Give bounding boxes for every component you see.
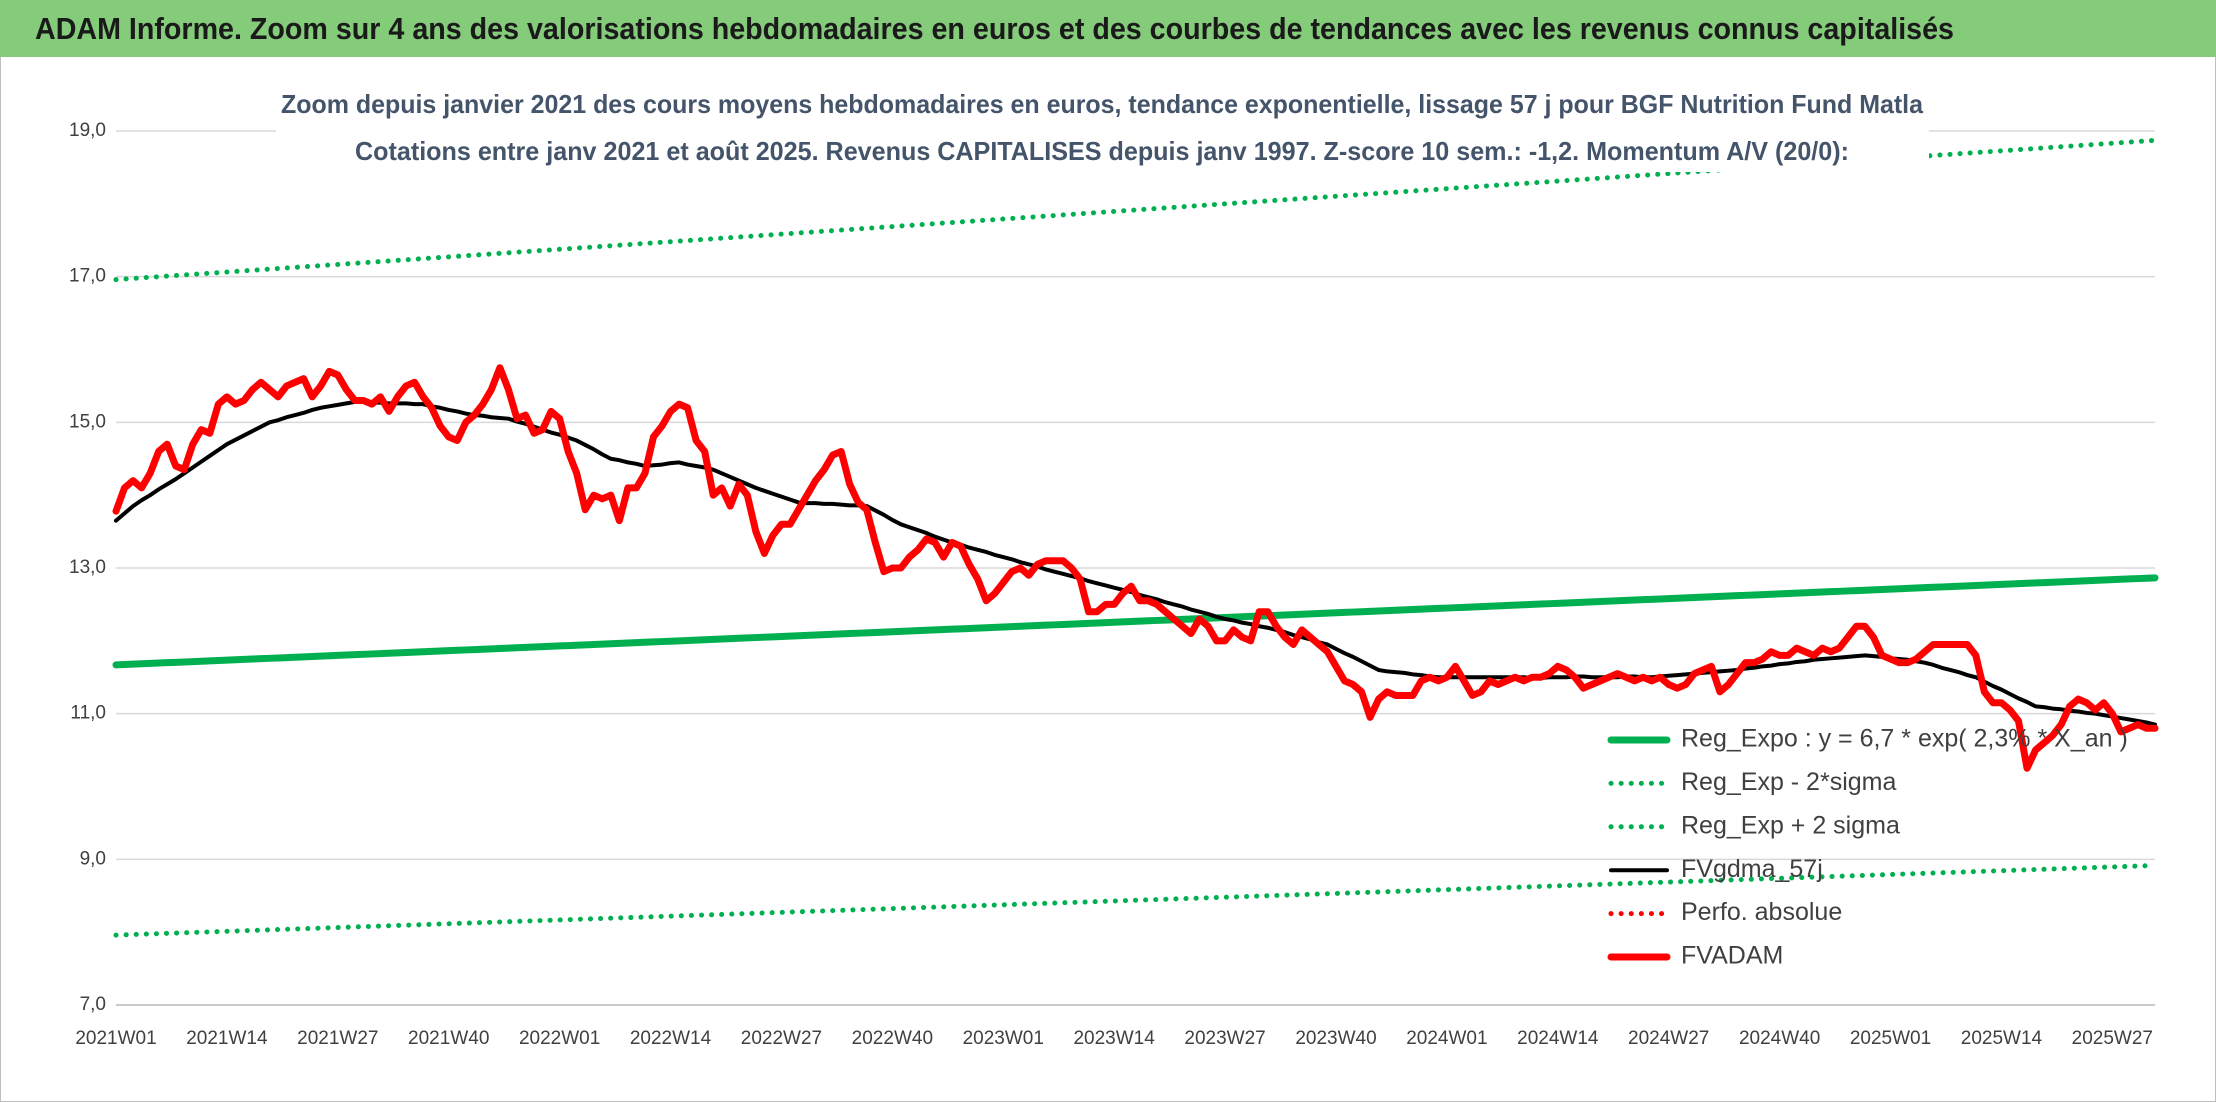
header-bar — [0, 0, 2216, 57]
x-tick-label: 2021W27 — [297, 1028, 378, 1049]
series-line — [112, 574, 2159, 669]
x-tick-label: 2024W40 — [1739, 1028, 1820, 1049]
x-tick-label: 2023W40 — [1295, 1028, 1376, 1049]
legend-label: Reg_Exp + 2 sigma — [1681, 811, 1900, 839]
y-tick-label: 13,0 — [69, 557, 106, 578]
x-tick-label: 2023W01 — [963, 1028, 1044, 1049]
legend-label: Perfo. absolue — [1681, 898, 1842, 926]
legend-label: FVADAM — [1681, 942, 1783, 970]
y-tick-label: 9,0 — [80, 848, 106, 869]
x-tick-label: 2024W14 — [1517, 1028, 1599, 1049]
y-tick-label: 15,0 — [69, 411, 106, 432]
series-line — [112, 364, 2159, 772]
x-tick-label: 2021W14 — [186, 1028, 268, 1049]
legend: Reg_Expo : y = 6,7 * exp( 2,3% * X_an ) R… — [1607, 725, 2128, 970]
x-tick-label: 2023W27 — [1184, 1028, 1265, 1049]
x-tick-label: 2025W14 — [1961, 1028, 2043, 1049]
plot-area: 7,0 9,0 11,0 13,0 15,0 17,0 19,0 2021W01 2021W14… — [69, 120, 2159, 1049]
legend-label: FVgdma_57j — [1681, 855, 1823, 883]
y-tick-label: 19,0 — [69, 120, 106, 141]
subtitle: Cotations entre janv 2021 et août 2025. … — [355, 136, 1849, 166]
subtitle-background — [276, 84, 1929, 172]
subtitle: Zoom depuis janvier 2021 des cours moyen… — [281, 89, 1924, 119]
x-tick-label: 2022W27 — [741, 1028, 822, 1049]
legend-label: Reg_Exp - 2*sigma — [1681, 768, 1896, 796]
y-tick-label: 11,0 — [70, 703, 106, 724]
x-tick-label: 2023W14 — [1073, 1028, 1155, 1049]
x-tick-label: 2021W01 — [75, 1028, 156, 1049]
y-tick-label: 17,0 — [69, 266, 106, 287]
chart-title: ADAM Informe. Zoom sur 4 ans des valoris… — [35, 11, 1954, 46]
x-tick-label: 2022W40 — [852, 1028, 933, 1049]
x-tick-label: 2021W40 — [408, 1028, 489, 1049]
x-tick-label: 2024W01 — [1406, 1028, 1487, 1049]
series-line — [113, 137, 2158, 283]
x-tick-label: 2022W14 — [630, 1028, 712, 1049]
x-tick-label: 2022W01 — [519, 1028, 600, 1049]
x-tick-label: 2024W27 — [1628, 1028, 1709, 1049]
series-line — [113, 862, 2158, 938]
x-tick-label: 2025W27 — [2072, 1028, 2153, 1049]
y-tick-label: 7,0 — [80, 994, 106, 1015]
legend-label: Reg_Expo : y = 6,7 * exp( 2,3% * X_an ) — [1681, 725, 2128, 753]
x-tick-label: 2025W01 — [1850, 1028, 1931, 1049]
